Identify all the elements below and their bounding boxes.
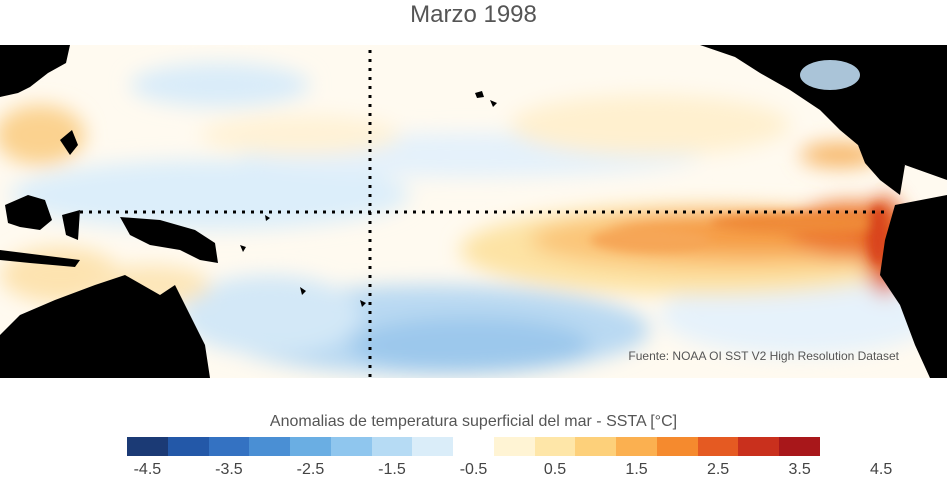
colorbar-tick-label: -4.5 <box>133 461 162 478</box>
colorbar-cell <box>290 437 331 456</box>
colorbar-cell <box>208 437 250 456</box>
source-credit: Fuente: NOAA OI SST V2 High Resolution D… <box>628 349 899 363</box>
colorbar-cell <box>453 437 494 456</box>
colorbar-cell <box>371 437 413 456</box>
colorbar-cell <box>330 437 372 456</box>
colorbar-tick-label: 3.5 <box>788 461 811 478</box>
colorbar-cell <box>249 437 291 456</box>
colorbar-tick-label: 4.5 <box>870 461 893 478</box>
land-sulawesi <box>62 210 80 240</box>
colorbar-tick-label: 1.5 <box>625 461 648 478</box>
colorbar-cell <box>493 437 535 456</box>
colorbar-tick-label: -1.5 <box>378 461 406 478</box>
land-central-america <box>858 145 905 195</box>
colorbar-tick-label: -3.5 <box>215 461 243 478</box>
map-title: Marzo 1998 <box>410 1 537 28</box>
land-masses <box>0 45 947 378</box>
colorbar-cell <box>697 437 739 456</box>
land-australia <box>0 275 210 378</box>
colorbar-cell <box>575 437 617 456</box>
colorbar-cell <box>534 437 576 456</box>
colorbar-tick-label: 0.5 <box>543 461 567 478</box>
land-new-guinea <box>120 217 218 263</box>
anomaly-highlights <box>590 205 890 265</box>
colorbar-cell <box>127 437 168 456</box>
colorbar-cell <box>656 437 698 456</box>
colorbar <box>127 437 821 456</box>
colorbar-cell <box>412 437 454 456</box>
colorbar-cell <box>167 437 209 456</box>
colorbar-cell <box>616 437 657 456</box>
colorbar-cell <box>779 437 821 456</box>
colorbar-cell <box>738 437 780 456</box>
land-south-america <box>880 195 947 378</box>
land-borneo <box>5 195 52 230</box>
colorbar-tick-label: -0.5 <box>459 461 488 478</box>
land-asia <box>0 45 70 97</box>
colorbar-tick-label: -2.5 <box>296 461 325 478</box>
land-philippines <box>60 130 78 155</box>
colorbar-tick-label: 2.5 <box>706 461 730 478</box>
colorbar-label: Anomalias de temperatura superficial del… <box>269 413 678 430</box>
land-north-america <box>700 45 947 180</box>
ssta-map <box>0 45 947 378</box>
land-java <box>0 250 80 267</box>
